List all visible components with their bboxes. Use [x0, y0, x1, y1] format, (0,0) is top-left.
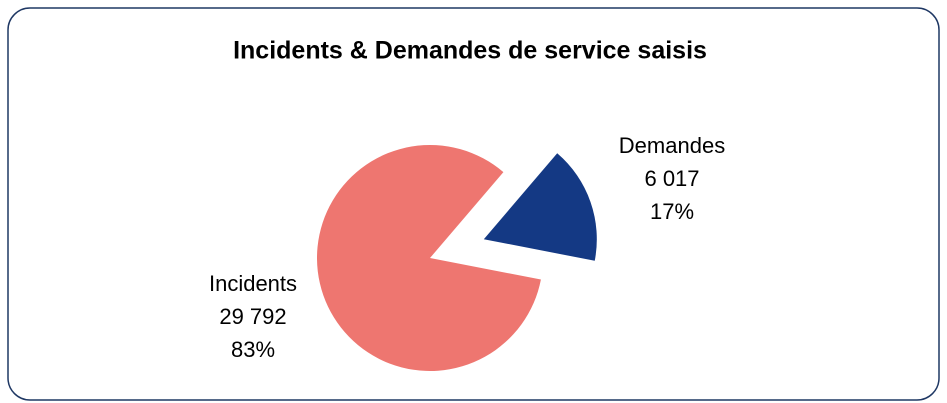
pie-slice: [317, 145, 541, 372]
slice-percent: 17%: [650, 199, 694, 224]
slice-label: Demandes: [619, 133, 725, 158]
chart-title: Incidents & Demandes de service saisis: [233, 37, 707, 65]
slice-percent: 83%: [231, 337, 275, 362]
slice-value: 6 017: [644, 166, 699, 191]
slice-value: 29 792: [219, 304, 286, 329]
pie-slice: [483, 153, 597, 261]
slice-label: Incidents: [209, 271, 297, 296]
